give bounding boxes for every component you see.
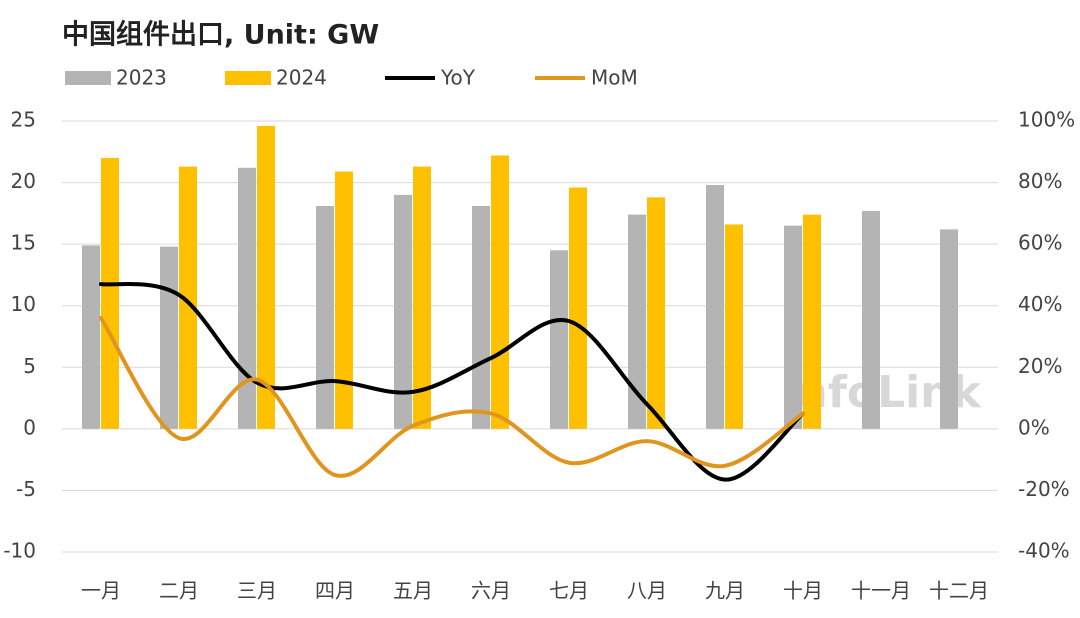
bar	[803, 214, 821, 429]
bar	[413, 166, 431, 429]
x-tick-label: 二月	[159, 579, 199, 603]
legend-label: 2023	[116, 66, 167, 90]
x-tick-label: 七月	[549, 579, 589, 603]
y2-tick-label: 0%	[1018, 415, 1050, 439]
x-tick-label: 十一月	[851, 579, 911, 603]
bar	[335, 171, 353, 429]
y2-tick-label: 40%	[1018, 292, 1062, 316]
chart-title: 中国组件出口, Unit: GW	[62, 19, 379, 51]
x-tick-label: 三月	[237, 579, 277, 603]
bar	[394, 194, 412, 429]
bar	[706, 185, 724, 429]
legend-label: YoY	[440, 66, 476, 90]
bar	[179, 166, 197, 429]
bar	[940, 229, 958, 429]
x-tick-label: 六月	[471, 579, 511, 603]
line	[99, 316, 805, 478]
x-tick-label: 八月	[627, 579, 667, 603]
bar	[82, 245, 100, 429]
x-tick-label: 十二月	[929, 579, 989, 603]
y2-tick-label: 20%	[1018, 354, 1062, 378]
legend-label: 2024	[276, 66, 327, 90]
legend-swatch	[225, 71, 271, 85]
y-tick-label: -5	[16, 477, 36, 501]
bar	[569, 187, 587, 429]
y-tick-label: 25	[11, 108, 36, 132]
x-tick-label: 四月	[315, 579, 355, 603]
bar	[257, 125, 275, 429]
bar	[316, 205, 334, 429]
x-tick-label: 九月	[705, 579, 745, 603]
bar	[784, 225, 802, 429]
bar	[101, 157, 119, 429]
y2-tick-label: 100%	[1018, 108, 1075, 132]
y-tick-label: -10	[3, 539, 36, 563]
bar	[472, 205, 490, 429]
bar	[628, 214, 646, 429]
bar	[238, 167, 256, 429]
legend-label: MoM	[591, 66, 638, 90]
x-tick-label: 一月	[81, 579, 121, 603]
bar	[725, 224, 743, 429]
y2-tick-label: 80%	[1018, 169, 1062, 193]
y-tick-label: 20	[11, 169, 36, 193]
y2-tick-label: 60%	[1018, 231, 1062, 255]
y-tick-label: 5	[23, 354, 36, 378]
bar	[160, 246, 178, 429]
y-tick-label: 10	[11, 292, 36, 316]
y-tick-label: 0	[23, 415, 36, 439]
legend-swatch	[65, 71, 111, 85]
x-tick-label: 十月	[783, 579, 823, 603]
bar	[647, 197, 665, 429]
bar	[862, 210, 880, 429]
bar	[491, 155, 509, 429]
y2-tick-label: -20%	[1018, 477, 1070, 501]
bar	[550, 250, 568, 429]
x-tick-label: 五月	[393, 579, 433, 603]
line	[99, 282, 805, 482]
y-tick-label: 15	[11, 231, 36, 255]
y2-tick-label: -40%	[1018, 539, 1070, 563]
